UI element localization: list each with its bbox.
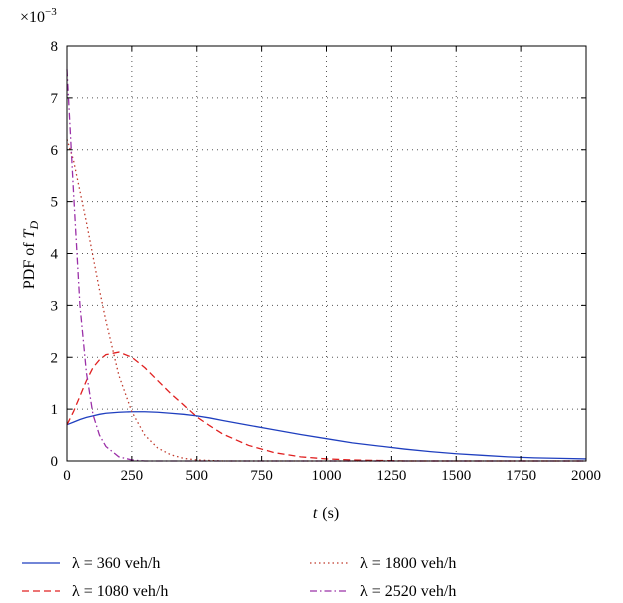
x-tick-label: 1750: [506, 468, 536, 484]
x-axis-label: t (s): [313, 505, 339, 522]
y-tick-label: 5: [51, 195, 59, 211]
x-axis-variable: t: [313, 505, 318, 522]
y-tick-label: 1: [51, 402, 59, 418]
legend-label-4: λ = 2520 veh/h: [360, 583, 456, 600]
x-axis-unit: (s): [322, 505, 339, 522]
x-tick-label: 1250: [376, 468, 406, 484]
series-line-3: [66, 139, 586, 462]
y-axis-label: PDF of TD: [21, 221, 41, 290]
y-multiplier-base: ×10: [20, 9, 45, 26]
legend-label-2: λ = 1080 veh/h: [72, 583, 168, 600]
y-tick-labels: 0 1 2 3 4 5 6 7 8: [51, 39, 59, 470]
grid: [67, 46, 586, 461]
x-tick-label: 2000: [571, 468, 601, 484]
y-tick-label: 3: [51, 298, 59, 314]
x-tick-label: 750: [250, 468, 273, 484]
legend-label-1: λ = 360 veh/h: [72, 555, 160, 572]
y-tick-label: 8: [51, 39, 59, 55]
x-tick-label: 250: [121, 468, 144, 484]
legend-label-3: λ = 1800 veh/h: [360, 555, 456, 572]
y-axis-text: PDF of: [21, 238, 38, 289]
series-lines: [66, 69, 587, 462]
y-tick-label: 4: [51, 247, 59, 263]
y-multiplier-label: ×10−3: [20, 6, 57, 26]
legend: λ = 360 veh/h λ = 1080 veh/h λ = 1800 veh/…: [22, 555, 456, 600]
y-axis-subscript: D: [27, 221, 41, 231]
y-tick-label: 2: [51, 350, 59, 366]
y-tick-label: 7: [51, 91, 59, 107]
series-line-1: [66, 411, 587, 460]
series-line-2: [66, 351, 586, 462]
plot-frame: [66, 45, 587, 462]
y-multiplier-exponent: −3: [45, 6, 57, 18]
x-tick-label: 0: [63, 468, 71, 484]
series-line-4: [66, 69, 586, 462]
x-tick-label: 1500: [441, 468, 471, 484]
x-tick-labels: 0 250 500 750 1000 1250 1500 1750 2000: [63, 468, 601, 484]
y-tick-label: 0: [51, 454, 59, 470]
x-tick-label: 1000: [312, 468, 342, 484]
tick-marks: [66, 45, 587, 462]
y-axis-variable: T: [21, 228, 38, 238]
x-tick-label: 500: [186, 468, 209, 484]
y-tick-label: 6: [51, 143, 59, 159]
